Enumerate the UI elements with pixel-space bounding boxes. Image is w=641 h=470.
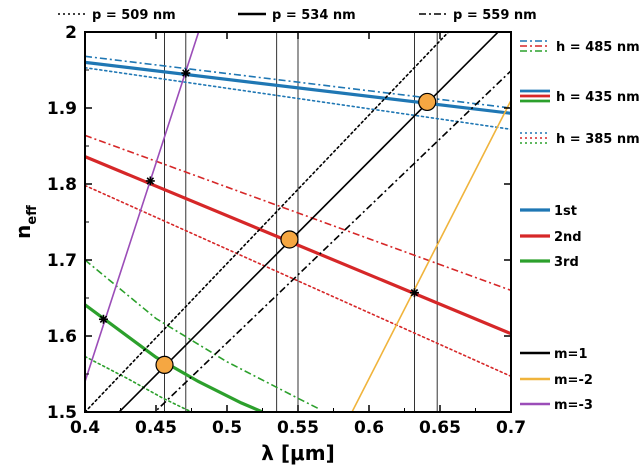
mode-3rd-h435-line [85, 303, 264, 412]
star-marker [409, 288, 419, 298]
mode-2nd-h385-line [85, 184, 511, 378]
mode-3rd-h385-line [85, 355, 193, 412]
y-axis-label: neff [11, 205, 40, 239]
grating-m1-p534-line [117, 32, 500, 412]
axis-ticks: 0.4 0.45 0.5 0.55 0.6 0.65 0.7 1.5 1.6 1.7 1.8 1.9 2 [47, 23, 526, 438]
star-stroke [146, 177, 155, 185]
star-stroke [182, 69, 190, 77]
period-legend-label: p = 559 nm [453, 8, 537, 23]
mode-1st-h385-line [85, 66, 511, 131]
x-tick-label: 0.55 [277, 418, 319, 438]
order-legend-label: 3rd [554, 255, 579, 270]
order-legend-label: 1st [554, 204, 577, 219]
star-marker [181, 68, 191, 78]
x-tick-label: 0.4 [70, 418, 100, 438]
y-tick-label: 2 [65, 23, 77, 43]
star-stroke [99, 315, 108, 324]
right-legend: h = 485 nm h = 435 nm h = 385 nm 1st 2nd 3rd m… [520, 40, 640, 413]
order-legend-label: 2nd [554, 230, 582, 245]
plot-area [85, 32, 511, 412]
star-marker [98, 314, 108, 324]
height-legend-label: h = 385 nm [556, 132, 640, 147]
m-legend-label: m=1 [554, 347, 587, 362]
period-legend-label: p = 534 nm [272, 8, 356, 23]
x-tick-label: 0.65 [419, 418, 461, 438]
height-legend-label: h = 485 nm [556, 40, 640, 55]
period-legend-label: p = 509 nm [92, 8, 176, 23]
mode-3rd-h485-line [85, 259, 320, 410]
m-legend-label: m=-3 [554, 398, 593, 413]
y-tick-label: 1.9 [47, 99, 77, 119]
y-tick-label: 1.7 [47, 251, 77, 271]
y-tick-label: 1.8 [47, 175, 77, 195]
x-tick-label: 0.6 [354, 418, 384, 438]
mode-1st-h485-line [85, 55, 511, 109]
top-legend: p = 509 nm p = 534 nm p = 559 nm [58, 8, 537, 23]
star-marker [145, 176, 155, 186]
height-legend-label: h = 435 nm [556, 90, 640, 105]
x-axis-label: λ [μm] [261, 441, 334, 465]
m-legend-label: m=-2 [554, 373, 593, 388]
crossing-circle [280, 230, 299, 249]
grating-m1-p559-line [153, 70, 511, 412]
y-tick-label: 1.5 [47, 403, 77, 423]
crossing-circle [418, 92, 437, 112]
crossing-circle [155, 355, 174, 374]
star-stroke [410, 288, 419, 297]
grating-m-2-p534-line [351, 100, 511, 412]
mode-2nd-h435-line [85, 155, 511, 336]
y-tick-label: 1.6 [47, 327, 77, 347]
x-tick-label: 0.5 [212, 418, 242, 438]
grating-m-3-p534-line [85, 32, 200, 382]
x-tick-label: 0.45 [135, 418, 177, 438]
grating-m1-p509-line [85, 32, 450, 412]
mode-1st-h435-line [85, 60, 511, 115]
x-tick-label: 0.7 [496, 418, 526, 438]
